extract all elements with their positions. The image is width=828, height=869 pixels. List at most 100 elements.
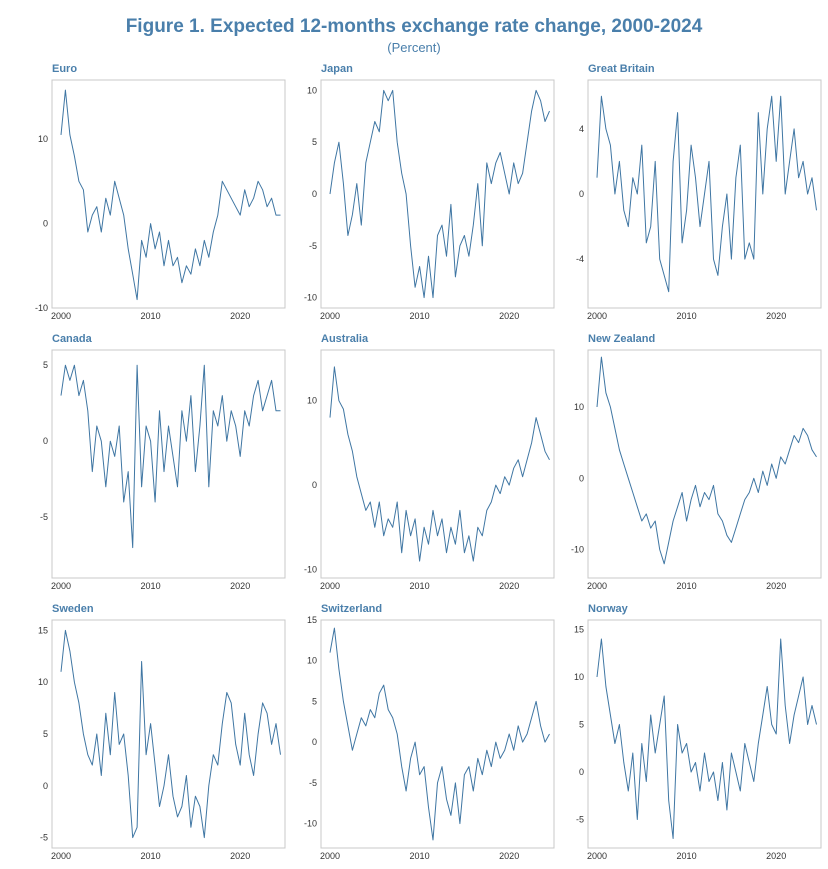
x-tick-label: 2020 (230, 311, 250, 321)
y-tick-label: -10 (35, 303, 48, 313)
plot-frame (51, 79, 286, 309)
x-tick-label: 2000 (51, 581, 71, 591)
x-tick-label: 2020 (230, 581, 250, 591)
y-tick-label: 10 (38, 134, 48, 144)
plot-frame (587, 349, 822, 579)
y-tick-label: 10 (307, 396, 317, 406)
panel-title: Sweden (52, 603, 94, 615)
panel-title: Australia (321, 333, 369, 345)
x-tick-label: 2010 (677, 581, 697, 591)
y-tick-label: 5 (43, 360, 48, 370)
chart-panel: Australia -10 0 10 2000 2010 2020 (304, 333, 555, 591)
series-line (596, 356, 817, 565)
x-tick-label: 2020 (766, 311, 786, 321)
chart-panel: Canada -5 0 5 2000 2010 2020 (40, 333, 286, 591)
chart-panel: Switzerland -10 -5 0 5 10 15 2000 2010 2020 (304, 603, 555, 861)
x-tick-label: 2010 (677, 311, 697, 321)
y-tick-label: 0 (312, 737, 317, 747)
y-tick-label: -10 (304, 819, 317, 829)
chart-panel: New Zealand -10 0 10 2000 2010 2020 (571, 333, 822, 591)
series-line (329, 366, 550, 562)
x-tick-label: 2010 (677, 851, 697, 861)
y-tick-label: 5 (579, 720, 584, 730)
x-tick-label: 2020 (766, 851, 786, 861)
y-tick-label: 10 (307, 85, 317, 95)
x-tick-label: 2000 (587, 581, 607, 591)
panel-title: Euro (52, 63, 77, 75)
y-tick-label: 0 (579, 473, 584, 483)
x-tick-label: 2010 (141, 851, 161, 861)
y-tick-label: -10 (571, 545, 584, 555)
y-tick-label: -5 (576, 815, 584, 825)
x-tick-label: 2020 (230, 851, 250, 861)
x-tick-label: 2000 (51, 311, 71, 321)
y-tick-label: -10 (304, 565, 317, 575)
plot-frame (320, 79, 555, 309)
figure-subtitle: (Percent) (387, 40, 441, 55)
plot-frame (320, 619, 555, 849)
y-tick-label: 0 (312, 480, 317, 490)
chart-panel: Japan -10 -5 0 5 10 2000 2010 2020 (304, 63, 555, 321)
x-tick-label: 2000 (320, 311, 340, 321)
x-tick-label: 2020 (766, 581, 786, 591)
series-line (60, 629, 281, 839)
series-line (596, 638, 817, 839)
y-tick-label: 15 (38, 625, 48, 635)
y-tick-label: 0 (579, 189, 584, 199)
figure-title: Figure 1. Expected 12-months exchange ra… (125, 16, 703, 37)
chart-panel: Great Britain -4 0 4 2000 2010 2020 (576, 63, 822, 321)
y-tick-label: 10 (307, 656, 317, 666)
series-line (596, 95, 817, 293)
chart-panel: Norway -5 0 5 10 15 2000 2010 2020 (574, 603, 822, 861)
y-tick-label: -10 (304, 293, 317, 303)
y-tick-label: -5 (309, 778, 317, 788)
y-tick-label: -5 (40, 833, 48, 843)
y-tick-label: -4 (576, 254, 584, 264)
panel-title: New Zealand (588, 333, 655, 345)
series-line (60, 364, 281, 549)
panel-title: Switzerland (321, 603, 382, 615)
plot-frame (51, 349, 286, 579)
y-tick-label: -5 (309, 241, 317, 251)
y-tick-label: 10 (38, 677, 48, 687)
x-tick-label: 2020 (499, 311, 519, 321)
x-tick-label: 2000 (320, 581, 340, 591)
panel-title: Canada (52, 333, 93, 345)
x-tick-label: 2000 (587, 311, 607, 321)
y-tick-label: 4 (579, 124, 584, 134)
x-tick-label: 2010 (410, 581, 430, 591)
x-tick-label: 2010 (141, 311, 161, 321)
plot-frame (51, 619, 286, 849)
x-tick-label: 2010 (141, 581, 161, 591)
y-tick-label: 5 (312, 137, 317, 147)
plot-frame (587, 619, 822, 849)
y-tick-label: 0 (43, 781, 48, 791)
x-tick-label: 2010 (410, 311, 430, 321)
x-tick-label: 2000 (320, 851, 340, 861)
panel-title: Norway (588, 603, 629, 615)
y-tick-label: 10 (574, 672, 584, 682)
plot-frame (587, 79, 822, 309)
y-tick-label: 5 (43, 729, 48, 739)
x-tick-label: 2000 (587, 851, 607, 861)
y-tick-label: 15 (574, 625, 584, 635)
y-tick-label: -5 (40, 512, 48, 522)
y-tick-label: 0 (43, 436, 48, 446)
chart-panel: Euro -10 0 10 2000 2010 2020 (35, 63, 286, 321)
plot-frame (320, 349, 555, 579)
y-tick-label: 0 (43, 219, 48, 229)
y-tick-label: 0 (312, 189, 317, 199)
x-tick-label: 2020 (499, 581, 519, 591)
y-tick-label: 10 (574, 402, 584, 412)
x-tick-label: 2010 (410, 851, 430, 861)
series-line (60, 89, 281, 301)
y-tick-label: 0 (579, 767, 584, 777)
panel-title: Great Britain (588, 63, 655, 75)
x-tick-label: 2020 (499, 851, 519, 861)
chart-panel: Sweden -5 0 5 10 15 2000 2010 2020 (38, 603, 286, 861)
x-tick-label: 2000 (51, 851, 71, 861)
panel-title: Japan (321, 63, 353, 75)
y-tick-label: 5 (312, 696, 317, 706)
series-line (329, 89, 550, 299)
